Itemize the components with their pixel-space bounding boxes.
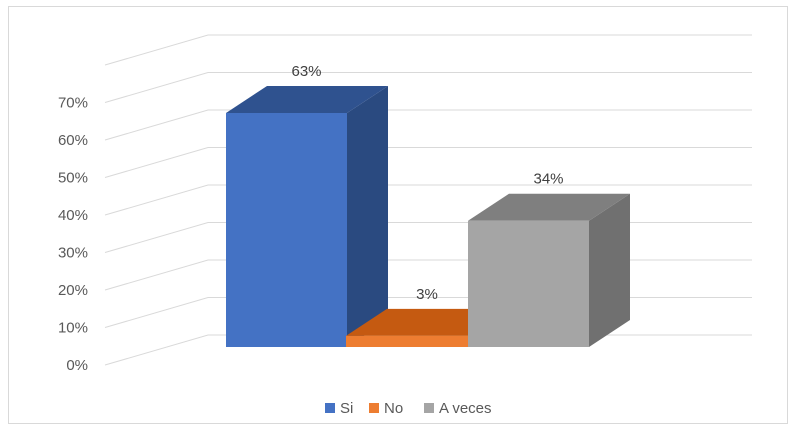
y-tick-label: 40% xyxy=(58,207,88,224)
gridline xyxy=(104,184,752,216)
data-label: 3% xyxy=(416,286,438,303)
legend-swatch-si xyxy=(325,403,335,413)
data-label: 34% xyxy=(533,171,563,188)
y-tick-label: 0% xyxy=(66,357,88,374)
bar-side-a-veces xyxy=(589,193,630,347)
legend-label-no: No xyxy=(384,400,403,417)
y-tick-label: 50% xyxy=(58,170,88,187)
y-tick-label: 60% xyxy=(58,132,88,149)
y-tick-label: 10% xyxy=(58,320,88,337)
bar-a-veces xyxy=(468,220,589,347)
gridline xyxy=(104,34,752,66)
y-tick-label: 30% xyxy=(58,245,88,262)
gridline xyxy=(104,147,752,178)
y-tick-label: 20% xyxy=(58,282,88,299)
bar-no xyxy=(346,335,468,347)
legend-swatch-no xyxy=(369,403,379,413)
gridline xyxy=(104,109,752,141)
legend-label-si: Si xyxy=(340,400,353,417)
gridline xyxy=(104,72,752,103)
legend-label-a-veces: A veces xyxy=(439,400,492,417)
chart-frame xyxy=(8,6,788,424)
bar-si xyxy=(226,113,347,347)
bar-top-a-veces xyxy=(468,193,630,221)
bar-side-si xyxy=(347,86,388,347)
data-label: 63% xyxy=(291,63,321,80)
gridline xyxy=(104,222,752,253)
y-tick-label: 70% xyxy=(58,95,88,112)
bar-top-si xyxy=(226,86,388,113)
legend-swatch-a-veces xyxy=(424,403,434,413)
